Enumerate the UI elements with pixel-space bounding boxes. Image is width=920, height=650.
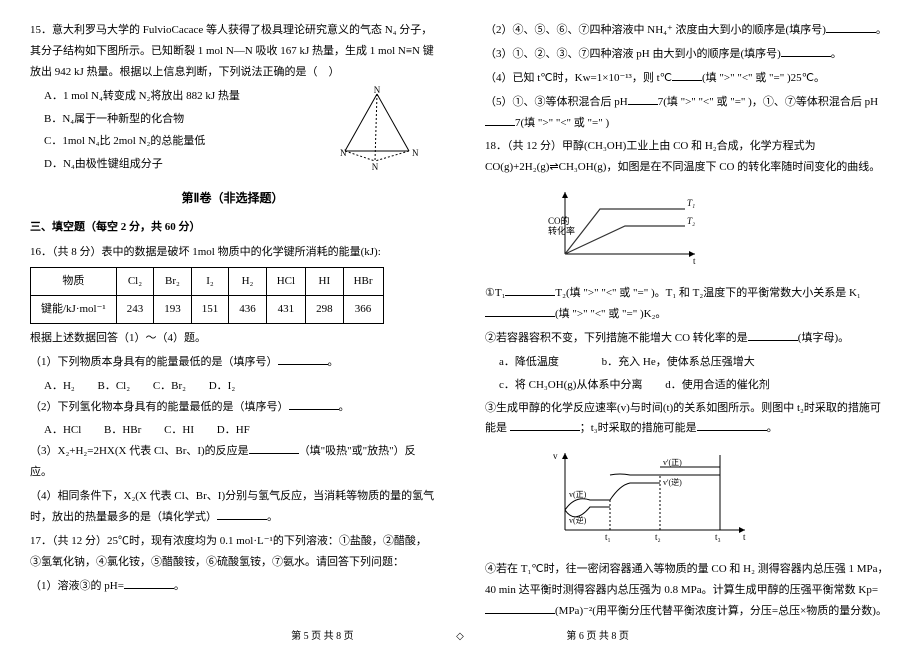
blank: [697, 419, 767, 431]
svg-text:转化率: 转化率: [548, 225, 575, 236]
vertex-n-right: N: [412, 148, 419, 158]
th-substance: 物质: [31, 268, 117, 296]
chart1-ylabel: CO的: [548, 215, 570, 226]
blank: [249, 442, 299, 454]
blank: [124, 577, 174, 589]
blank: [278, 353, 328, 365]
q16-4: （4）相同条件下，X₂(X 代表 Cl、Br、I)分别与氢气反应，当消耗等物质的…: [30, 486, 435, 528]
vertex-n-back: N: [372, 162, 379, 171]
q16-stem: 16．（共 8 分）表中的数据是破坏 1mol 物质中的化学键所消耗的能量(kJ…: [30, 242, 435, 263]
chart2-v1f: v'(正): [663, 458, 682, 467]
chart2-vr: v(逆): [569, 515, 587, 525]
q16-note: 根据上述数据回答（1）～（4）题。: [30, 328, 435, 349]
right-column: （2）④、⑤、⑥、⑦四种溶液中 NH₄⁺ 浓度由大到小的顺序是(填序号)。 （3…: [460, 20, 905, 640]
chart2-t1: t₁: [605, 532, 611, 542]
q18-2-cd: c．将 CH₃OH(g)从体系中分离 d．使用合适的催化剂: [499, 375, 890, 396]
chart2-v1r: v'(逆): [663, 477, 682, 487]
q18-4: ④若在 T₁℃时，往一密闭容器通入等物质的量 CO 和 H₂ 测得容器内总压强 …: [485, 559, 890, 622]
footer-mid: ◇: [456, 631, 464, 642]
n4-pyramid-diagram: N N N N: [330, 86, 425, 179]
part3-title: 三、填空题（每空 2 分，共 60 分）: [30, 217, 435, 238]
q15-text: 15．意大利罗马大学的 FulvioCacace 等人获得了极具理论研究意义的气…: [30, 24, 434, 78]
chart2-t2: t₂: [655, 532, 661, 542]
blank: [748, 329, 798, 341]
chart2-vf: v(正): [569, 490, 587, 499]
chart2-x: t: [743, 532, 746, 542]
q17-4: （4）已知 t℃时，Kw=1×10⁻¹³，则 t℃(填 ">" "<" 或 "=…: [485, 68, 890, 89]
q18-2-ab: a．降低温度 b．充入 He，使体系总压强增大: [499, 352, 890, 373]
q18-1: ①T₁T₂(填 ">" "<" 或 "=" )。T₁ 和 T₂温度下的平衡常数大…: [485, 283, 890, 325]
q18-stem: 18．（共 12 分）甲醇(CH₃OH)工业上由 CO 和 H₂合成，化学方程式…: [485, 136, 890, 178]
section2-title: 第Ⅱ卷（非选择题）: [30, 187, 435, 210]
q16-2: （2）下列氢化物本身具有的能量最低的是（填序号）。: [30, 397, 435, 418]
blank: [510, 419, 580, 431]
blank: [217, 508, 267, 520]
q17-3: （3）①、②、③、⑦四种溶液 pH 由大到小的顺序是(填序号)。: [485, 44, 890, 65]
chart2-v: v: [553, 451, 558, 461]
chart1-t2-label: T₂: [687, 216, 695, 226]
blank: [781, 45, 831, 57]
vertex-n-left: N: [340, 148, 347, 158]
blank: [485, 305, 555, 317]
vertex-n-top: N: [374, 86, 381, 95]
th-energy: 键能/kJ·mol⁻¹: [31, 296, 117, 324]
blank: [826, 21, 876, 33]
bond-energy-table: 物质 Cl₂ Br₂ I₂ H₂ HCl HI HBr 键能/kJ·mol⁻¹ …: [30, 267, 384, 324]
q16-1: （1）下列物质本身具有的能量最低的是（填序号）。: [30, 352, 435, 373]
q16-2-opts: A．HCl B．HBr C．HI D．HF: [44, 420, 435, 441]
table-row: 物质 Cl₂ Br₂ I₂ H₂ HCl HI HBr: [31, 268, 384, 296]
footer-left: 第 5 页 共 8 页: [291, 631, 354, 642]
blank: [505, 284, 555, 296]
q18-2: ②若容器容积不变，下列措施不能增大 CO 转化率的是(填字母)。: [485, 328, 890, 349]
blank: [628, 93, 658, 105]
page-footer: 第 5 页 共 8 页 ◇ 第 6 页 共 8 页: [0, 627, 920, 642]
chart1-xlabel: t: [693, 256, 696, 266]
blank: [672, 69, 702, 81]
co-conversion-chart: CO的 转化率 t T₁ T₂: [545, 184, 890, 277]
q17-2: （2）④、⑤、⑥、⑦四种溶液中 NH₄⁺ 浓度由大到小的顺序是(填序号)。: [485, 20, 890, 41]
blank: [485, 602, 555, 614]
chart2-t3: t₃: [715, 532, 721, 542]
q15-stem: 15．意大利罗马大学的 FulvioCacace 等人获得了极具理论研究意义的气…: [30, 20, 435, 83]
footer-right: 第 6 页 共 8 页: [566, 631, 629, 642]
q16-3: （3）X₂+H₂=2HX(X 代表 Cl、Br、I)的反应是（填"吸热"或"放热…: [30, 441, 435, 483]
blank: [289, 398, 339, 410]
left-column: 15．意大利罗马大学的 FulvioCacace 等人获得了极具理论研究意义的气…: [15, 20, 460, 640]
rate-time-chart: v v(正) v(逆) v'(正) v'(逆) t₁ t₂ t₃ t: [545, 445, 890, 553]
q17-stem: 17．（共 12 分）25℃时，现有浓度均为 0.1 mol·L⁻¹的下列溶液：…: [30, 531, 435, 573]
q18-3: ③生成甲醇的化学反应速率(v)与时间(t)的关系如图所示。则图中 t₂时采取的措…: [485, 398, 890, 440]
table-row: 键能/kJ·mol⁻¹ 243 193 151 436 431 298 366: [31, 296, 384, 324]
chart1-t1-label: T₁: [687, 198, 695, 208]
q17-5: （5）①、③等体积混合后 pH7(填 ">" "<" 或 "=" )，①、⑦等体…: [485, 92, 890, 134]
blank: [485, 114, 515, 126]
q17-1: （1）溶液③的 pH=。: [30, 576, 435, 597]
q16-1-opts: A．H₂ B．Cl₂ C．Br₂ D．I₂: [44, 376, 435, 397]
